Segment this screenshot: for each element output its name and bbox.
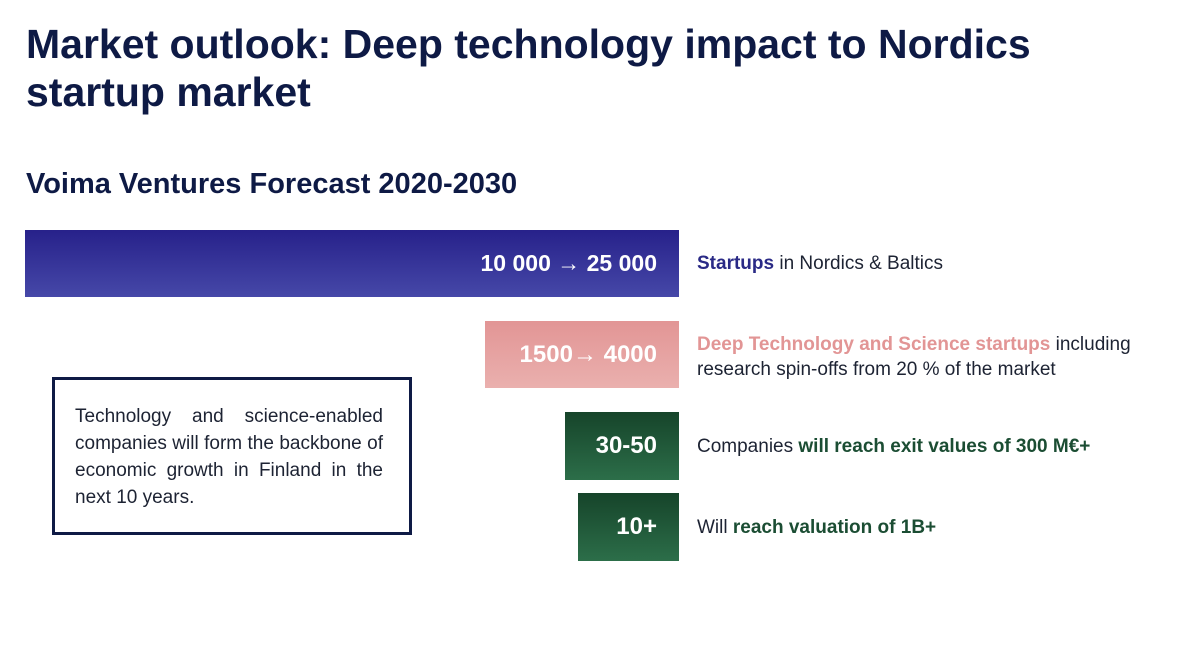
exit-companies-value: 30-50 xyxy=(595,432,657,459)
exit-companies-prefix: Companies xyxy=(697,436,799,457)
unicorns-highlight: reach valuation of 1B+ xyxy=(732,517,937,538)
deeptech-description: Deep Technology and Science startups inc… xyxy=(697,332,1177,382)
exit-companies-highlight: will reach exit values of 300 M€+ xyxy=(798,436,1091,457)
startups-bar: 10 000 → 25 000 xyxy=(25,230,679,297)
startups-description: Startups in Nordics & Baltics xyxy=(697,251,1177,276)
deeptech-bar: 1500→ 4000 xyxy=(485,321,679,388)
page-title: Market outlook: Deep technology impact t… xyxy=(26,21,1031,115)
unicorns-bar: 10+ xyxy=(578,493,679,561)
startups-rest: in Nordics & Baltics xyxy=(774,253,944,274)
startups-value: 10 000 → 25 000 xyxy=(480,250,657,276)
unicorns-prefix: Will xyxy=(697,517,733,538)
unicorns-value: 10+ xyxy=(616,513,657,540)
deeptech-highlight: Deep Technology and Science startups xyxy=(697,334,1051,355)
note-text: Technology and science-enabled companies… xyxy=(75,406,383,508)
exit-companies-description: Companies will reach exit values of 300 … xyxy=(697,434,1177,459)
unicorns-description: Will reach valuation of 1B+ xyxy=(697,515,1177,540)
exit-companies-bar: 30-50 xyxy=(565,412,679,480)
note-box: Technology and science-enabled companies… xyxy=(52,377,412,535)
deeptech-rest: including research spin-offs from 20 % o… xyxy=(697,334,1131,380)
deeptech-value: 1500→ 4000 xyxy=(519,340,657,368)
forecast-subtitle: Voima Ventures Forecast 2020-2030 xyxy=(26,168,518,200)
startups-highlight: Startups xyxy=(697,253,775,274)
